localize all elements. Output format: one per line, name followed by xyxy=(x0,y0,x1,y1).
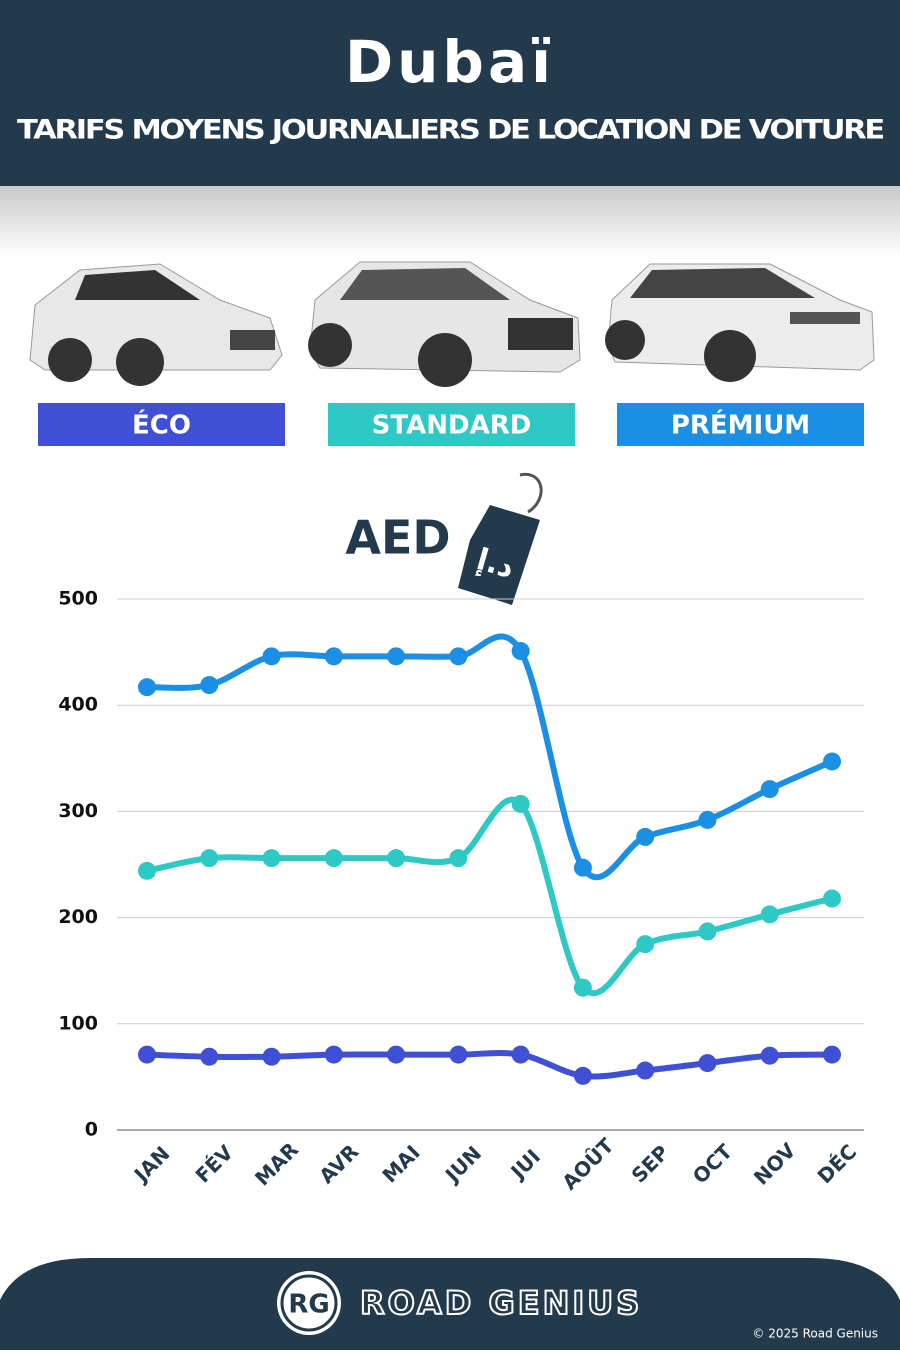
data-point xyxy=(760,905,779,924)
data-point xyxy=(324,647,343,666)
legend-label: ÉCO xyxy=(132,409,191,441)
y-tick-label: 300 xyxy=(58,800,98,822)
price-tag: د.إ xyxy=(458,473,543,605)
data-point xyxy=(698,810,717,829)
data-point xyxy=(262,1047,281,1066)
data-point xyxy=(449,647,468,666)
footer xyxy=(0,1258,900,1350)
data-point xyxy=(449,849,468,868)
y-tick-label: 100 xyxy=(58,1012,98,1034)
legend-label: STANDARD xyxy=(372,411,532,441)
car-premium xyxy=(605,263,875,382)
data-point xyxy=(511,642,530,661)
data-point xyxy=(760,780,779,799)
data-point xyxy=(138,1045,156,1064)
data-point xyxy=(573,1066,592,1085)
data-point xyxy=(698,922,717,941)
legend-swatch xyxy=(617,403,864,446)
data-point xyxy=(138,678,156,697)
data-point xyxy=(262,647,281,666)
logo-ring xyxy=(280,1274,338,1332)
legend-swatch xyxy=(38,403,285,446)
logo-text: RG xyxy=(288,1290,329,1320)
data-point xyxy=(324,1045,343,1064)
data-point xyxy=(760,1046,779,1065)
data-point xyxy=(636,935,655,954)
y-tick-label: 400 xyxy=(58,694,98,716)
data-point xyxy=(138,861,156,880)
data-point xyxy=(387,1045,406,1064)
data-point xyxy=(823,889,841,908)
header xyxy=(0,0,900,186)
legend-label: PRÉMIUM xyxy=(671,409,810,441)
y-axis-label: AED xyxy=(345,511,450,565)
brand: ROAD GENIUS xyxy=(360,1284,642,1322)
y-tick-label: 0 xyxy=(85,1119,98,1141)
data-point xyxy=(511,794,530,813)
data-point xyxy=(387,849,406,868)
data-point xyxy=(200,676,219,695)
title: Dubaï xyxy=(345,28,555,96)
data-point xyxy=(511,1045,530,1064)
data-point xyxy=(262,849,281,868)
y-tick-label: 500 xyxy=(58,588,98,610)
logo-circle xyxy=(277,1271,341,1335)
car-eco xyxy=(29,263,283,386)
copyright: © 2025 Road Genius xyxy=(752,1327,878,1341)
data-point xyxy=(387,647,406,666)
data-point xyxy=(823,752,841,771)
y-tick-label: 200 xyxy=(58,906,98,928)
data-point xyxy=(449,1045,468,1064)
car-standard xyxy=(308,261,581,387)
header-shadow xyxy=(0,186,900,256)
data-point xyxy=(698,1054,717,1073)
data-point xyxy=(636,1061,655,1080)
data-point xyxy=(324,849,343,868)
data-point xyxy=(573,858,592,877)
data-point xyxy=(200,1047,219,1066)
data-point xyxy=(573,978,592,997)
data-point xyxy=(200,849,219,868)
data-point xyxy=(636,827,655,846)
data-point xyxy=(823,1045,841,1064)
subtitle: TARIFS MOYENS JOURNALIERS DE LOCATION DE… xyxy=(17,115,884,146)
legend-swatch xyxy=(328,403,575,446)
